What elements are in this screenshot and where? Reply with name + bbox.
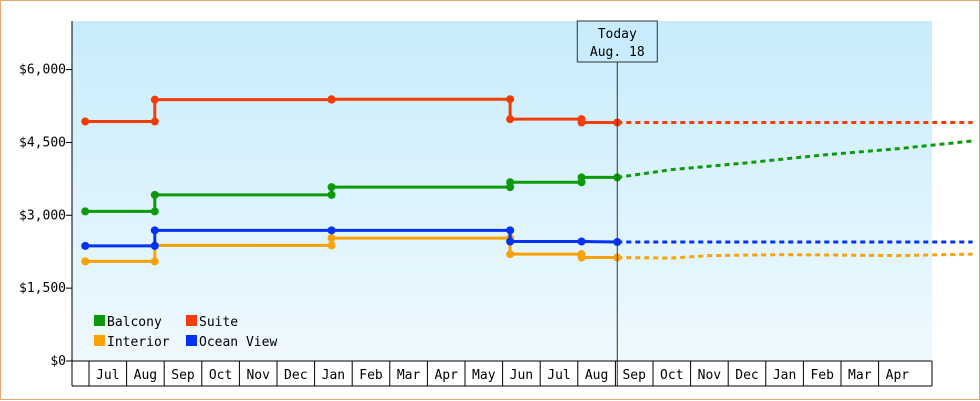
legend-label-suite: Suite xyxy=(199,315,238,330)
data-point-ocean-view-3 xyxy=(327,226,336,235)
x-tick-label: Aug xyxy=(585,368,608,383)
data-point-ocean-view-1 xyxy=(150,241,159,250)
x-tick-label: Dec xyxy=(284,368,307,383)
x-tick-label: Mar xyxy=(397,368,421,383)
data-point-balcony-4 xyxy=(327,183,336,192)
data-point-suite-0 xyxy=(81,117,90,126)
data-point-interior-1 xyxy=(150,257,159,266)
data-point-interior-6 xyxy=(506,250,515,259)
data-point-balcony-8 xyxy=(577,173,586,182)
y-tick-label: $6,000 xyxy=(19,63,66,78)
data-point-suite-2 xyxy=(150,95,159,104)
data-point-ocean-view-4 xyxy=(506,226,515,235)
data-point-ocean-view-6 xyxy=(577,237,586,246)
data-point-balcony-0 xyxy=(81,207,90,216)
x-tick-label: Aug xyxy=(134,368,157,383)
data-point-ocean-view-0 xyxy=(81,241,90,250)
today-marker: Today Aug. 18 xyxy=(576,20,658,386)
x-tick-label: Dec xyxy=(735,368,758,383)
data-point-suite-5 xyxy=(506,95,515,104)
x-tick-label: Jun xyxy=(510,368,533,383)
data-point-interior-8 xyxy=(577,253,586,262)
legend: Balcony Suite Interior Ocean View xyxy=(94,315,277,350)
x-tick-label: Oct xyxy=(660,368,683,383)
data-point-balcony-3 xyxy=(327,190,336,199)
x-tick-label: Jul xyxy=(547,368,570,383)
data-point-interior-0 xyxy=(81,257,90,266)
legend-swatch-ocean-view xyxy=(186,335,197,346)
data-point-suite-6 xyxy=(506,115,515,124)
x-tick-label: Jan xyxy=(773,368,796,383)
data-point-suite-1 xyxy=(150,117,159,126)
x-tick-label: Jul xyxy=(96,368,119,383)
x-tick-label: Feb xyxy=(359,368,383,383)
data-point-ocean-view-2 xyxy=(150,226,159,235)
data-point-suite-8 xyxy=(577,118,586,127)
x-tick-label: Jan xyxy=(322,368,345,383)
x-tick-label: Apr xyxy=(434,368,458,383)
legend-swatch-suite xyxy=(186,315,197,326)
x-tick-label: Oct xyxy=(209,368,232,383)
x-tick-label: Mar xyxy=(848,368,872,383)
y-tick-label: $4,500 xyxy=(19,135,66,150)
plot-background xyxy=(72,21,932,361)
x-tick-label: Apr xyxy=(886,368,910,383)
data-point-suite-4 xyxy=(327,95,336,104)
x-axis: Jul Aug Sep Oct Nov Dec Jan Feb Mar Apr May Jun Jul A… xyxy=(72,360,933,387)
legend-label-interior: Interior xyxy=(107,335,170,350)
series-layer xyxy=(81,95,973,266)
today-box xyxy=(576,20,658,63)
data-point-balcony-1 xyxy=(150,207,159,216)
x-tick-label: Sep xyxy=(622,368,646,383)
today-label: Today xyxy=(598,27,637,42)
y-axis: $0 $1,500 $3,000 $4,500 $6,000 xyxy=(19,21,73,386)
y-tick-label: $1,500 xyxy=(19,281,66,296)
legend-swatch-interior xyxy=(94,335,105,346)
legend-label-balcony: Balcony xyxy=(107,315,162,330)
data-point-balcony-2 xyxy=(150,190,159,199)
y-tick-label: $3,000 xyxy=(19,208,66,223)
data-point-interior-3 xyxy=(327,241,336,250)
series-forecast-interior xyxy=(617,252,973,260)
x-tick-label: Sep xyxy=(171,368,195,383)
today-date: Aug. 18 xyxy=(590,45,645,60)
x-tick-label: Nov xyxy=(698,368,722,383)
y-tick-label: $0 xyxy=(50,354,66,369)
data-point-interior-4 xyxy=(327,234,336,243)
x-tick-label: Feb xyxy=(810,368,834,383)
x-tick-label: Nov xyxy=(246,368,270,383)
legend-swatch-balcony xyxy=(94,315,105,326)
data-point-ocean-view-5 xyxy=(506,237,515,246)
data-point-balcony-6 xyxy=(506,178,515,187)
x-tick-label: May xyxy=(472,368,496,383)
legend-label-ocean-view: Ocean View xyxy=(199,335,277,350)
series-forecast-balcony xyxy=(617,139,973,179)
